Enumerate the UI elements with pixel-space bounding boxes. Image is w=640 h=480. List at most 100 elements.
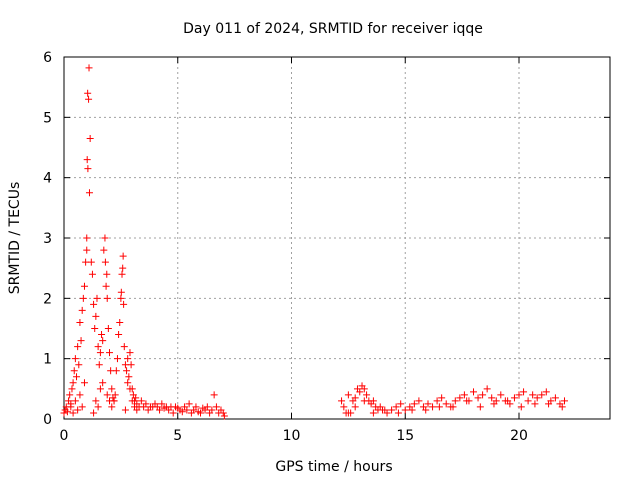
data-point [208, 406, 216, 414]
data-point [185, 400, 193, 408]
data-point [435, 403, 443, 411]
x-tick-labels: 0 5 10 15 20 [60, 428, 528, 444]
y-tick-label: 6 [43, 50, 52, 66]
data-point [76, 391, 84, 399]
data-points [60, 64, 568, 420]
data-point [125, 373, 133, 381]
data-point [542, 388, 550, 396]
data-point [110, 397, 118, 405]
x-tick-label: 20 [510, 428, 528, 444]
data-point [68, 385, 76, 393]
data-point [86, 134, 94, 142]
data-point [80, 379, 88, 387]
data-point [84, 89, 92, 97]
x-tick-label: 5 [173, 428, 182, 444]
data-point [392, 403, 400, 411]
data-point [515, 391, 523, 399]
data-point [545, 400, 553, 408]
data-point [116, 318, 124, 326]
data-point [476, 403, 484, 411]
data-point [121, 406, 129, 414]
data-point [192, 403, 200, 411]
data-point [83, 156, 91, 164]
data-point [123, 367, 131, 375]
data-point [93, 294, 101, 302]
data-point [84, 165, 92, 173]
data-point [497, 391, 505, 399]
data-point [80, 282, 88, 290]
data-point [94, 403, 102, 411]
data-point [126, 385, 134, 393]
data-point [410, 400, 418, 408]
data-point [415, 397, 423, 405]
data-point [451, 397, 459, 405]
data-point [90, 300, 98, 308]
data-point [424, 400, 432, 408]
data-point [92, 397, 100, 405]
data-point [63, 408, 71, 416]
data-point [78, 306, 86, 314]
data-point [77, 337, 85, 345]
data-point [120, 300, 128, 308]
y-tick-label: 4 [43, 171, 52, 187]
data-point [96, 349, 104, 357]
data-point [183, 406, 191, 414]
data-point [510, 394, 518, 402]
y-tick-labels: 0 1 2 3 4 5 6 [43, 50, 52, 428]
data-point [98, 331, 106, 339]
data-point [158, 400, 166, 408]
data-point [381, 406, 389, 414]
data-point [388, 406, 396, 414]
y-tick-label: 5 [43, 110, 52, 126]
data-point [95, 361, 103, 369]
x-tick-label: 0 [60, 428, 69, 444]
x-axis-label: GPS time / hours [275, 459, 392, 475]
data-point [401, 406, 409, 414]
data-point [96, 385, 104, 393]
data-point [438, 394, 446, 402]
data-point [533, 394, 541, 402]
data-point [529, 391, 537, 399]
data-point [124, 355, 132, 363]
data-point [360, 385, 368, 393]
data-point [210, 391, 218, 399]
data-point [108, 403, 116, 411]
data-point [94, 343, 102, 351]
data-point [561, 397, 568, 405]
data-point [74, 343, 82, 351]
data-point [203, 403, 211, 411]
data-point [490, 400, 498, 408]
data-point [132, 394, 140, 402]
data-point [156, 406, 164, 414]
data-point [74, 406, 82, 414]
data-point [67, 403, 75, 411]
tick-marks [63, 56, 610, 420]
data-point [369, 409, 377, 417]
data-point [87, 258, 95, 266]
data-point [351, 403, 359, 411]
x-tick-label: 15 [396, 428, 414, 444]
data-point [397, 400, 405, 408]
data-point [408, 406, 416, 414]
data-point [128, 397, 136, 405]
chart-title: Day 011 of 2024, SRMTID for receiver iqq… [183, 21, 483, 37]
data-point [115, 331, 123, 339]
data-point [142, 400, 150, 408]
data-point [117, 288, 125, 296]
data-point [137, 397, 145, 405]
data-point [75, 361, 83, 369]
data-point [60, 409, 68, 417]
grid-lines [64, 57, 610, 419]
data-point [369, 397, 377, 405]
data-point [112, 367, 120, 375]
y-tick-label: 1 [43, 352, 52, 368]
data-point [197, 409, 204, 417]
data-point [106, 349, 113, 357]
data-point [442, 400, 450, 408]
data-point [220, 412, 228, 420]
data-point [91, 325, 99, 332]
data-point [76, 318, 84, 326]
data-point [104, 325, 112, 332]
data-point [460, 391, 468, 399]
data-point [117, 294, 125, 302]
